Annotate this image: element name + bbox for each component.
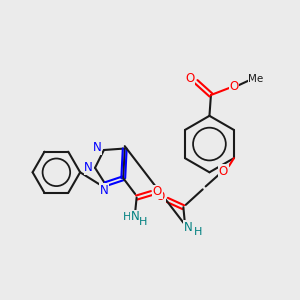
- Text: N: N: [84, 161, 93, 174]
- Text: N: N: [184, 220, 193, 234]
- Text: N: N: [93, 141, 102, 154]
- Text: O: O: [185, 72, 194, 85]
- Text: O: O: [230, 80, 239, 93]
- Text: H: H: [139, 217, 148, 227]
- Text: Me: Me: [248, 74, 264, 84]
- Text: O: O: [156, 190, 165, 203]
- Text: H: H: [123, 212, 131, 222]
- Text: H: H: [194, 227, 202, 237]
- Text: O: O: [153, 185, 162, 198]
- Text: N: N: [100, 184, 108, 196]
- Text: O: O: [219, 165, 228, 178]
- Text: N: N: [131, 210, 140, 224]
